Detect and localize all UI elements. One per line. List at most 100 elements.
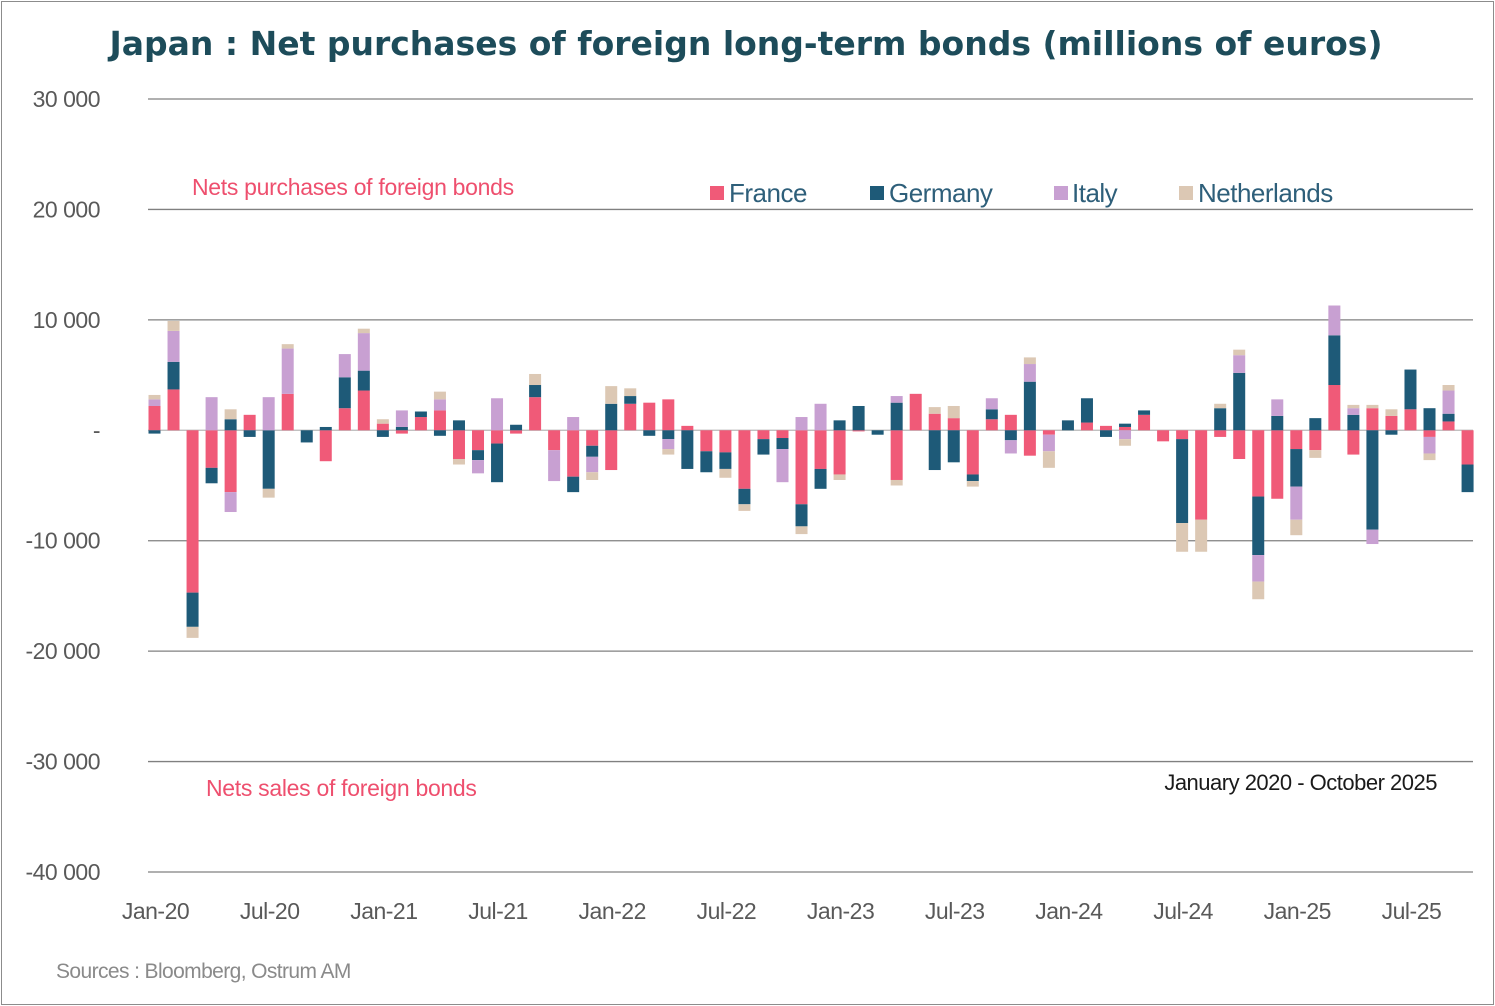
bar-segment-france xyxy=(205,430,218,468)
bar-segment-france xyxy=(376,423,389,431)
bar-segment-france xyxy=(281,393,294,431)
bar-segment-italy xyxy=(1442,390,1455,414)
bar-segment-netherlands xyxy=(890,479,903,486)
bar-segment-italy xyxy=(262,397,275,431)
bar-segment-germany xyxy=(1023,381,1036,431)
bar-segment-france xyxy=(1290,430,1303,450)
bar-segment-germany xyxy=(1404,369,1417,410)
bar-segment-france xyxy=(338,408,351,431)
bar-segment-germany xyxy=(1385,430,1398,435)
bar-segment-france xyxy=(319,430,332,462)
bar-segment-germany xyxy=(947,430,960,463)
bar-segment-france xyxy=(1461,430,1474,465)
bar-segment-france xyxy=(510,430,523,434)
bar-segment-france xyxy=(414,417,427,431)
bar-segment-netherlands xyxy=(1290,519,1303,536)
y-tick-label: -20 000 xyxy=(25,638,100,664)
bar-segment-germany xyxy=(1119,423,1132,427)
bar-segment-germany xyxy=(1100,430,1112,437)
bar-segment-germany xyxy=(605,403,618,431)
bar-segment-france xyxy=(1347,430,1360,455)
bar-segment-germany xyxy=(510,424,523,431)
bar-segment-netherlands xyxy=(662,449,675,455)
bar-segment-italy xyxy=(281,348,294,394)
y-tick-label: -10 000 xyxy=(25,528,100,554)
bar-segment-italy xyxy=(1119,430,1132,440)
bar-segment-germany xyxy=(433,430,446,436)
bar-segment-france xyxy=(1119,426,1132,431)
bar-segment-netherlands xyxy=(738,504,751,511)
bar-segment-germany xyxy=(1252,496,1265,556)
y-tick-label: - xyxy=(93,417,100,443)
bar-segment-germany xyxy=(1290,449,1303,487)
x-tick-label: Jan-22 xyxy=(579,898,646,924)
bar-segment-netherlands xyxy=(1233,349,1246,356)
bar-segment-france xyxy=(890,430,903,480)
bar-segment-italy xyxy=(148,399,161,406)
x-tick-label: Jul-22 xyxy=(697,898,757,924)
bar-segment-france xyxy=(1042,430,1055,435)
bar-segment-france xyxy=(452,430,465,459)
x-tick-label: Jan-20 xyxy=(122,898,189,924)
x-tick-label: Jul-25 xyxy=(1382,898,1442,924)
bar-segment-netherlands xyxy=(719,468,732,478)
bar-segment-france xyxy=(966,430,979,475)
x-tick-label: Jul-24 xyxy=(1153,898,1213,924)
bar-segment-germany xyxy=(414,411,427,418)
bar-segment-france xyxy=(586,430,599,446)
bar-segment-germany xyxy=(376,430,389,437)
bar-segment-germany xyxy=(1271,415,1284,431)
bar-segment-italy xyxy=(491,398,504,431)
bar-segment-italy xyxy=(586,456,599,473)
bar-segment-france xyxy=(1271,430,1284,499)
bar-segment-netherlands xyxy=(1366,404,1379,409)
bar-segment-germany xyxy=(167,361,180,390)
bar-segment-france xyxy=(395,430,408,434)
bar-segment-germany xyxy=(186,592,199,627)
bar-segment-italy xyxy=(776,449,789,483)
bar-segment-germany xyxy=(795,504,808,527)
bar-segment-france xyxy=(1195,430,1208,520)
bar-segment-netherlands xyxy=(167,320,180,331)
bar-segment-germany xyxy=(262,430,275,489)
bar-segment-italy xyxy=(205,397,218,431)
y-tick-label: -30 000 xyxy=(25,749,100,775)
legend-item-germany: Germany xyxy=(870,178,993,208)
bar-segment-netherlands xyxy=(357,328,370,334)
bar-segment-germany xyxy=(1347,414,1360,431)
bar-segment-italy xyxy=(1252,555,1265,582)
bar-segment-italy xyxy=(167,330,180,362)
bar-segment-italy xyxy=(472,460,485,474)
bar-segment-france xyxy=(662,399,675,431)
bar-segment-italy xyxy=(1233,355,1246,373)
bar-segment-netherlands xyxy=(966,481,979,487)
bar-segment-france xyxy=(1023,430,1036,456)
bar-segment-france xyxy=(148,405,161,431)
bar-segment-germany xyxy=(243,430,256,437)
bar-segment-france xyxy=(681,425,694,431)
bar-segment-netherlands xyxy=(452,459,465,465)
annotation-purchases: Nets purchases of foreign bonds xyxy=(192,174,514,200)
y-tick-label: -40 000 xyxy=(25,859,100,885)
bar-segment-france xyxy=(1328,385,1341,431)
bar-segment-netherlands xyxy=(795,526,808,535)
bar-segment-germany xyxy=(1233,372,1246,431)
bar-segment-germany xyxy=(452,420,465,431)
bar-segment-france xyxy=(548,430,561,451)
bar-segment-france xyxy=(1309,430,1322,451)
bars-group xyxy=(148,305,1474,638)
bar-segment-germany xyxy=(529,385,542,398)
legend-label-germany: Germany xyxy=(889,178,993,208)
bar-segment-france xyxy=(1004,414,1017,431)
bar-segment-netherlands xyxy=(1423,453,1436,461)
bar-segment-italy xyxy=(1042,434,1055,452)
bar-segment-france xyxy=(909,393,922,431)
bar-segment-italy xyxy=(567,417,580,431)
bar-segment-germany xyxy=(491,443,504,483)
bar-segment-france xyxy=(605,430,618,471)
bar-segment-france xyxy=(1080,422,1093,431)
bar-segment-netherlands xyxy=(281,344,294,349)
bar-segment-italy xyxy=(1423,436,1436,454)
bar-segment-germany xyxy=(814,468,827,489)
